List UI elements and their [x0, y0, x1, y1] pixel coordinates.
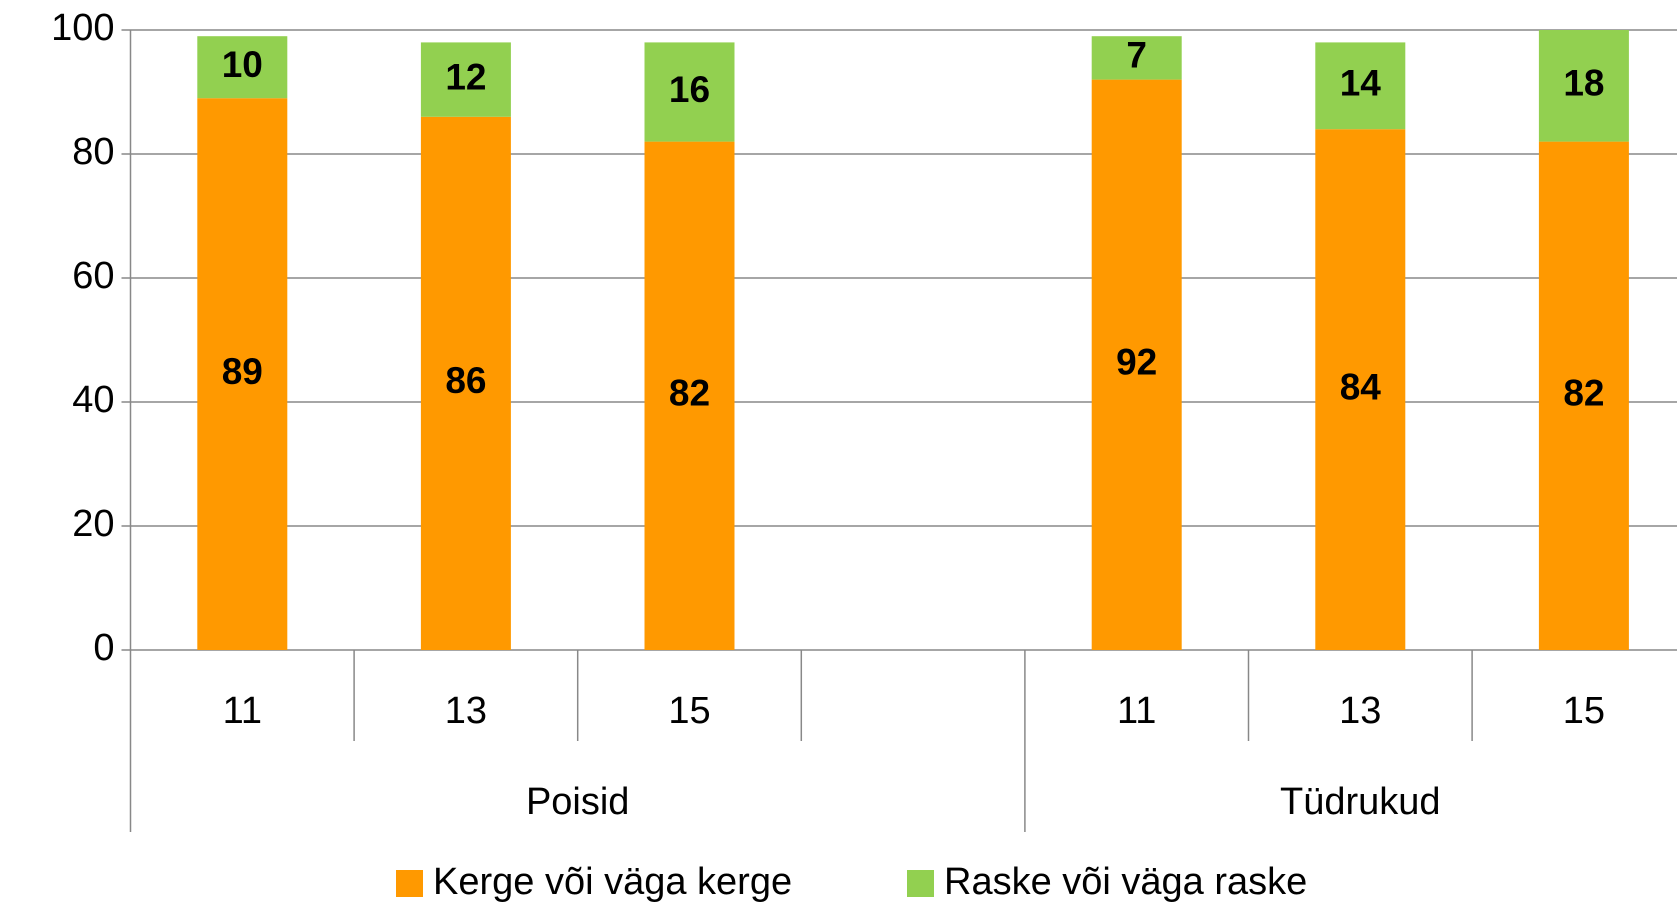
bar-segment	[644, 141, 735, 650]
data-label: 89	[222, 351, 263, 392]
data-label: 86	[445, 360, 486, 401]
data-label: 18	[1563, 63, 1604, 104]
y-tick-label: 80	[72, 131, 114, 173]
group-label: Tüdrukud	[1280, 781, 1441, 823]
y-tick-label: 20	[72, 503, 114, 545]
bar-segment	[644, 42, 735, 142]
legend-swatch	[396, 870, 423, 897]
x-tick-label: 13	[1339, 690, 1381, 732]
data-label: 7	[1126, 35, 1147, 76]
data-label: 16	[669, 69, 710, 110]
data-label: 82	[1563, 373, 1604, 414]
x-tick-label: 13	[445, 690, 487, 732]
data-label: 82	[669, 373, 710, 414]
data-label: 84	[1340, 366, 1382, 407]
x-tick-label: 15	[668, 690, 710, 732]
data-label: 12	[445, 56, 486, 97]
data-label: 92	[1116, 342, 1157, 383]
y-tick-label: 40	[72, 379, 114, 421]
data-label: 10	[222, 44, 263, 85]
y-tick-label: 100	[51, 7, 114, 49]
bar-segment	[1538, 30, 1629, 142]
bar-segment	[1091, 36, 1182, 80]
bar-segment	[420, 116, 511, 651]
bar-segment	[197, 98, 288, 650]
bar-segment	[1315, 42, 1406, 130]
x-tick-label: 15	[1563, 690, 1605, 732]
bar-segment	[1538, 141, 1629, 650]
bar-segment	[420, 42, 511, 117]
legend-label: Kerge või väga kerge	[433, 861, 792, 903]
y-tick-label: 0	[93, 627, 114, 669]
y-tick-label: 60	[72, 255, 114, 297]
legend-label: Raske või väga raske	[944, 861, 1307, 903]
x-tick-label: 11	[223, 690, 262, 732]
bar-segment	[1091, 79, 1182, 651]
bar-segment	[197, 36, 288, 99]
data-label: 14	[1340, 63, 1382, 104]
x-tick-label: 11	[1117, 690, 1156, 732]
bar-segment	[1315, 129, 1406, 650]
group-label: Poisid	[526, 781, 630, 823]
legend-swatch	[907, 870, 934, 897]
